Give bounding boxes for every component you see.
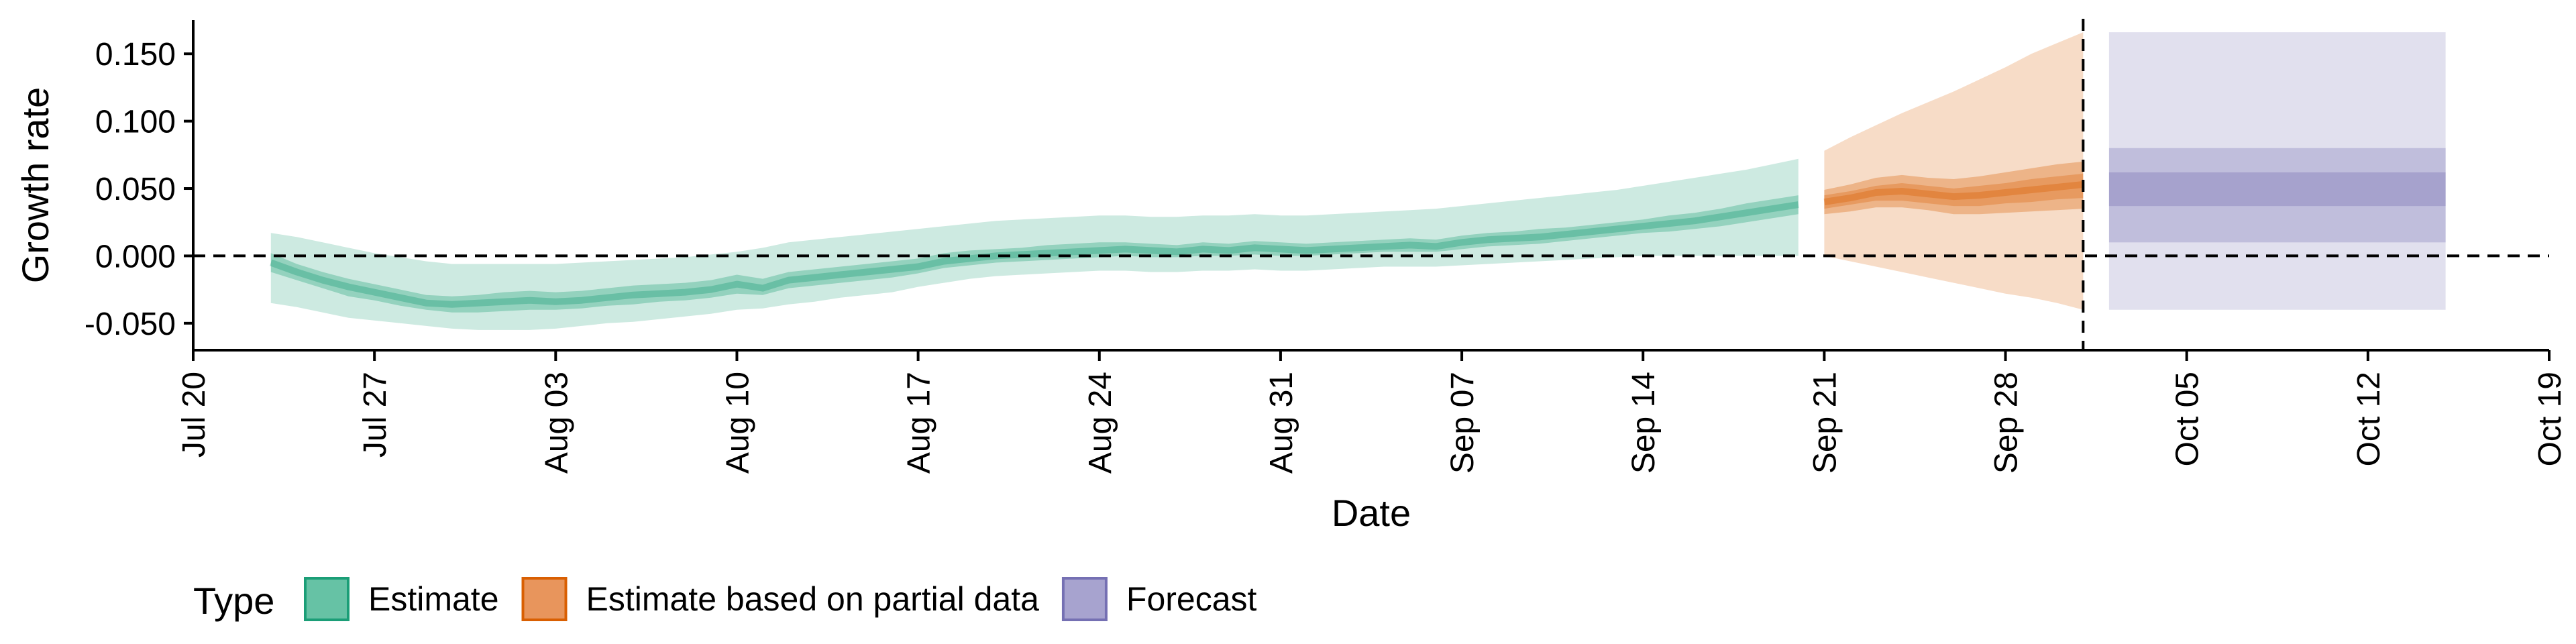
x-tick-label: Aug 10 [720,372,755,474]
y-tick-label: 0.000 [95,239,176,274]
x-tick-label: Sep 14 [1626,372,1662,474]
x-tick-label: Sep 21 [1807,372,1843,474]
estimate-band-90 [270,158,1799,330]
ribbon-layer [270,32,2446,330]
legend-label: Estimate [368,580,499,618]
estimate-median-line [270,201,1799,308]
legend-key [1061,577,1108,621]
y-tick-label: 0.050 [95,172,176,207]
y-tick-label: -0.050 [85,307,176,342]
x-tick-label: Aug 31 [1264,372,1299,474]
legend-item-estimate-based-on-partial-data: Estimate based on partial data [521,577,1040,621]
forecast-band-25 [2108,172,2446,207]
legend: Type Estimate Estimate based on partial d… [193,577,1257,622]
x-tick-label: Jul 27 [358,372,393,458]
x-tick-label: Sep 28 [1989,372,2025,474]
legend-label: Estimate based on partial data [586,580,1040,618]
estimate-based-on-partial-data-band-50 [1824,161,2084,215]
reference-line-layer [193,19,2549,350]
legend-item-forecast: Forecast [1061,577,1257,621]
legend-title: Type [193,580,274,622]
median-line-layer [270,181,2084,308]
x-tick-label: Oct 05 [2170,372,2206,466]
forecast-band-50 [2108,148,2446,243]
x-tick-label: Jul 20 [176,372,212,458]
x-tick-label: Oct 19 [2532,372,2568,466]
estimate-based-on-partial-data-band-90 [1824,32,2084,310]
legend-key [521,577,568,621]
x-tick-label: Aug 17 [902,372,937,474]
legend-item-estimate: Estimate [304,577,499,621]
x-tick-label: Aug 24 [1083,372,1118,474]
estimate-based-on-partial-data-median-line [1823,181,2084,206]
legend-entries: Estimate Estimate based on partial data Fo… [304,577,1257,621]
forecast-band-90 [2108,32,2446,310]
y-tick-label: 0.100 [95,105,176,140]
y-axis-title: Growth rate [14,87,56,284]
x-tick-label: Sep 07 [1445,372,1481,474]
y-tick-label: 0.150 [95,37,176,72]
x-axis-title: Date [1332,492,1411,534]
estimate-band-50 [270,195,1799,313]
legend-label: Forecast [1126,580,1257,618]
axes-layer: -0.050 0.000 0.050 0.100 0.150 Jul 20 Jul 27 Au… [85,20,2568,474]
x-tick-label: Aug 03 [539,372,574,474]
x-tick-label: Oct 12 [2351,372,2387,466]
estimate-based-on-partial-data-band-25 [1824,173,2084,209]
legend-key [304,577,350,621]
